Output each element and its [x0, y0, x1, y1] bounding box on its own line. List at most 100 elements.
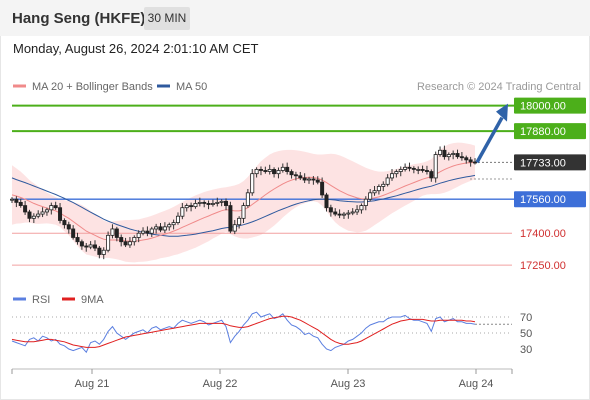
candle-body	[58, 207, 63, 221]
chart-header: Hang Seng (HKFE) 30 MIN	[0, 0, 590, 36]
level-label-17733: 17733.00	[520, 157, 566, 169]
instrument-title: Hang Seng (HKFE)	[12, 10, 146, 27]
candle-body	[250, 173, 255, 194]
candle-body	[298, 175, 303, 179]
candle-body	[88, 244, 93, 248]
candle-body	[36, 213, 41, 217]
candle-body	[241, 205, 246, 219]
candle-body	[27, 211, 32, 219]
x-tick-label: Aug 23	[331, 378, 366, 390]
level-tag-17560	[514, 191, 586, 208]
chart-datetime: Monday, August 26, 2024 2:01:10 AM CET	[13, 41, 259, 56]
candle-body	[315, 179, 320, 183]
source-credit: Research © 2024 Trading Central	[417, 81, 581, 93]
level-label-17880: 17880.00	[520, 126, 566, 138]
candle-body	[145, 230, 150, 234]
candle-body	[197, 201, 202, 204]
bollinger-bands	[12, 142, 475, 263]
candle-body	[442, 149, 447, 158]
candle-body	[289, 171, 294, 176]
candle-body	[293, 174, 298, 177]
candle-body	[114, 228, 119, 238]
candle-body	[206, 203, 211, 205]
candle-body	[84, 245, 89, 248]
candle-body	[346, 212, 351, 215]
level-tag-17880	[514, 123, 586, 140]
candle-body	[424, 170, 429, 172]
rsi-ma-line	[11, 315, 476, 348]
candle-body	[101, 249, 106, 255]
candles	[9, 145, 477, 260]
candle-body	[267, 169, 272, 172]
candle-body	[451, 153, 456, 155]
candle-body	[328, 207, 333, 213]
candle-body	[53, 205, 58, 209]
x-tick-label: Aug 24	[459, 378, 494, 390]
candle-body	[132, 237, 137, 243]
level-label-17560: 17560.00	[520, 194, 566, 206]
candle-body	[337, 213, 342, 216]
candle-body	[472, 161, 477, 164]
candle-body	[307, 178, 312, 181]
candle-body	[167, 224, 172, 228]
candle-body	[123, 241, 128, 246]
candle-body	[420, 169, 425, 171]
candle-body	[184, 205, 189, 209]
candle-body	[333, 211, 338, 215]
candle-body	[14, 198, 19, 203]
legend-label-ma20: MA 20 + Bollinger Bands	[32, 81, 153, 93]
candle-body	[228, 205, 233, 232]
timeframe-badge[interactable]: 30 MIN	[144, 7, 190, 30]
candle-body	[71, 228, 76, 238]
legend-label-rsi: RSI	[32, 294, 50, 306]
candle-body	[376, 186, 381, 192]
candle-body	[324, 194, 329, 209]
candle-body	[154, 226, 159, 230]
candle-body	[49, 205, 54, 211]
candle-body	[311, 178, 316, 181]
candle-body	[363, 198, 368, 206]
x-tick-label: Aug 22	[203, 378, 238, 390]
candle-body	[429, 171, 434, 179]
candle-body	[433, 154, 438, 179]
candle-body	[416, 169, 421, 171]
candle-body	[110, 228, 115, 236]
candle-body	[468, 159, 473, 163]
level-tag-17733	[514, 154, 586, 171]
candle-body	[149, 228, 154, 234]
candle-body	[232, 224, 237, 232]
candle-body	[119, 237, 124, 243]
candle-body	[92, 244, 97, 249]
candle-body	[390, 173, 395, 179]
candle-body	[394, 171, 399, 175]
candle-body	[403, 166, 408, 170]
level-label-17250: 17250.00	[520, 260, 566, 272]
candle-body	[272, 169, 277, 175]
candle-body	[44, 209, 49, 213]
x-tick-label: Aug 21	[75, 378, 110, 390]
candle-body	[189, 205, 194, 208]
candle-body	[398, 169, 403, 172]
candle-body	[224, 200, 229, 206]
candle-body	[237, 217, 242, 226]
candle-body	[372, 190, 377, 194]
candle-body	[171, 222, 176, 226]
candle-body	[385, 177, 390, 185]
candle-body	[258, 169, 263, 171]
level-label-18000: 18000.00	[520, 101, 566, 113]
forecast-arrowhead	[496, 103, 508, 122]
candle-body	[276, 170, 281, 175]
level-tag-18000	[514, 97, 586, 114]
candle-body	[245, 192, 250, 206]
candle-body	[193, 203, 198, 208]
candle-body	[31, 215, 36, 219]
ma50-line	[11, 174, 476, 237]
candle-body	[62, 220, 67, 226]
legend-label-ma50: MA 50	[176, 81, 207, 93]
candle-body	[180, 207, 185, 217]
candle-body	[79, 241, 84, 247]
candle-body	[302, 177, 307, 181]
candle-body	[359, 205, 364, 211]
candle-body	[202, 201, 207, 204]
